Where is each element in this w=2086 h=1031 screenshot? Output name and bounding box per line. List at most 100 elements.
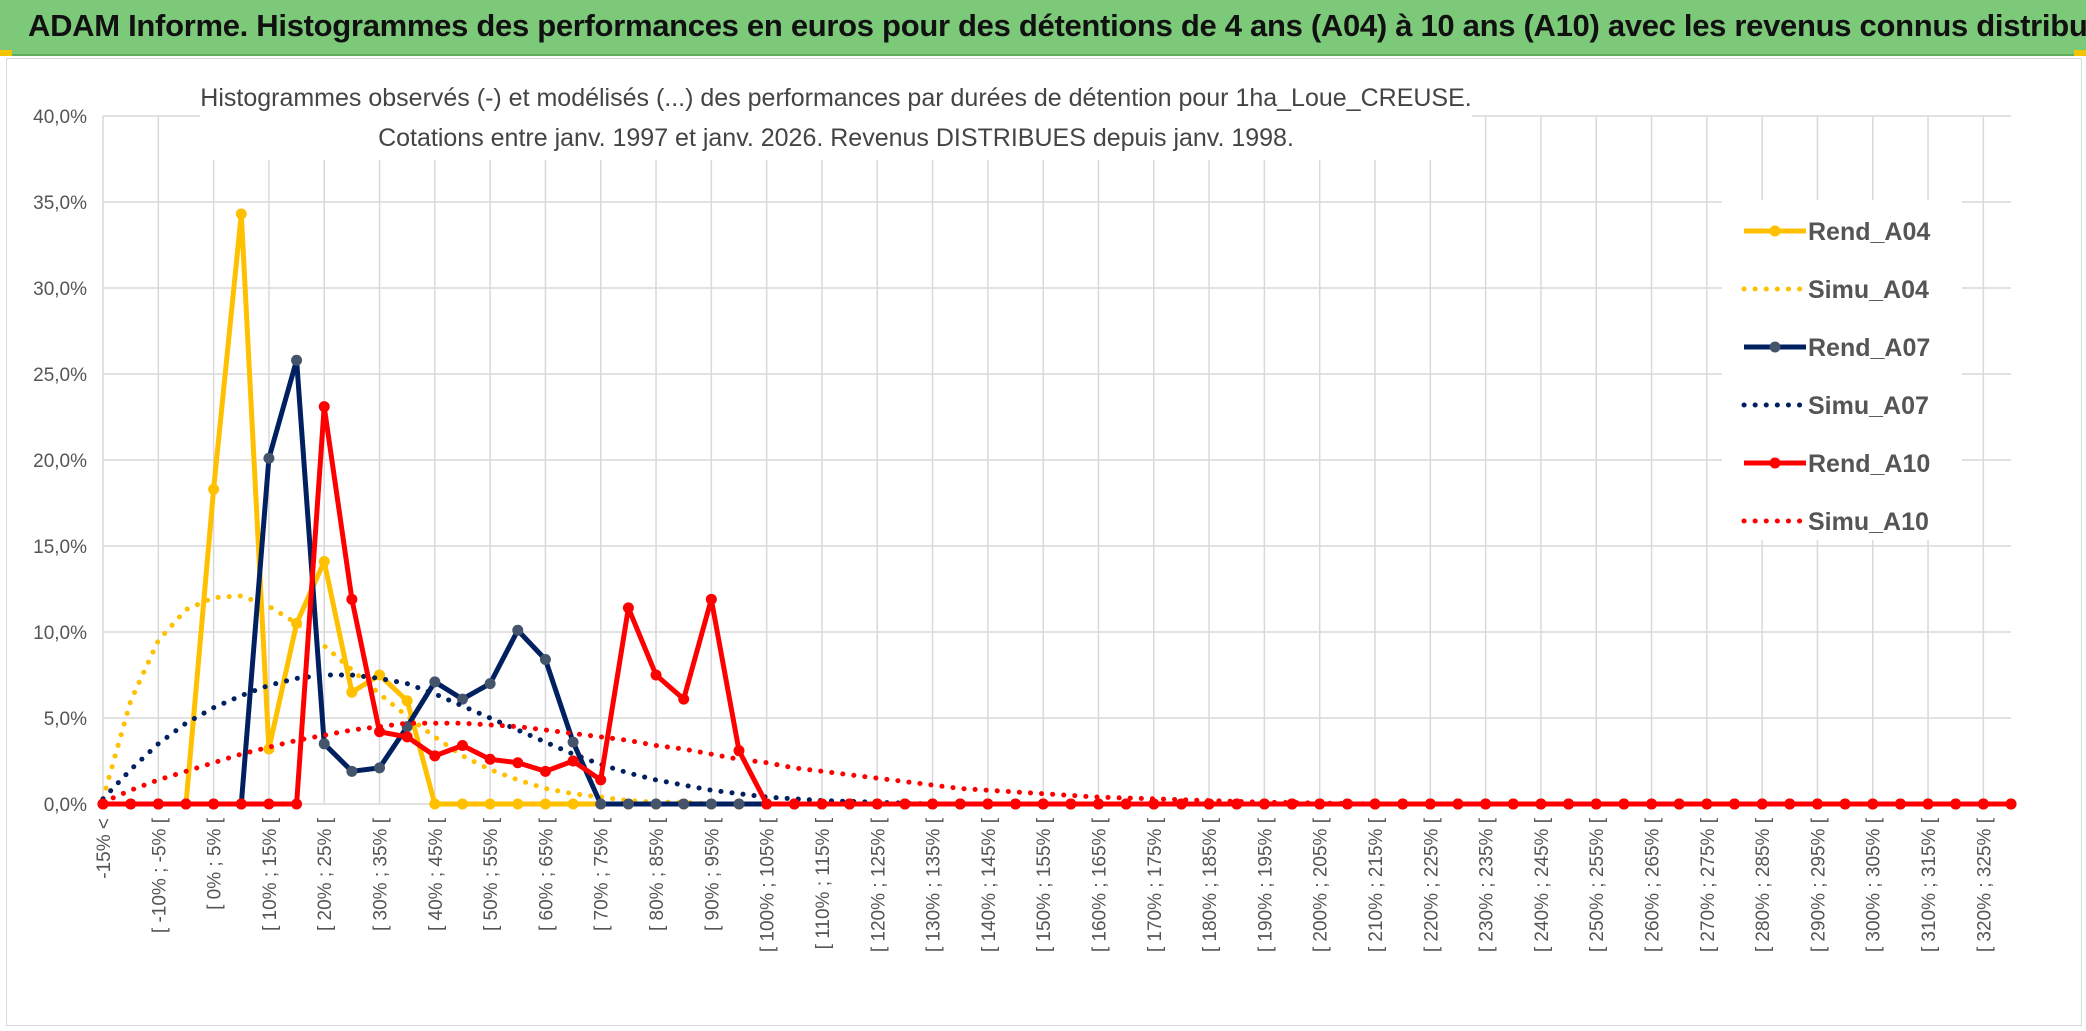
x-tick-label: [ 0% ; 5% [: [205, 817, 226, 910]
x-tick-label: [ 20% ; 25% [: [315, 817, 336, 931]
point-rend-a04: [512, 798, 524, 810]
series-layer: [97, 208, 2017, 810]
legend-marker-rend-a04: [1769, 225, 1781, 237]
point-rend-a10: [844, 798, 856, 810]
x-tick-label: [ 230% ; 235% [: [1477, 817, 1498, 952]
point-rend-a10: [1728, 798, 1740, 810]
point-rend-a07: [512, 624, 524, 636]
point-rend-a07: [484, 678, 496, 690]
legend-marker-rend-a10: [1769, 457, 1781, 469]
x-tick-label: [ 140% ; 145% [: [979, 817, 1000, 952]
point-rend-a10: [1065, 798, 1077, 810]
point-rend-a10: [125, 798, 137, 810]
y-tick-label: 30,0%: [33, 279, 87, 300]
point-rend-a10: [374, 726, 386, 738]
x-tick-label: [ 320% ; 325% [: [1974, 817, 1995, 952]
x-tick-label: [ 310% ; 315% [: [1919, 817, 1940, 952]
x-tick-label: [ 300% ; 305% [: [1864, 817, 1885, 952]
x-tick-label: [ 190% ; 195% [: [1255, 817, 1276, 952]
point-rend-a10: [318, 401, 330, 413]
x-tick-label: [ 80% ; 85% [: [647, 817, 668, 931]
point-rend-a04: [401, 695, 413, 707]
x-axis-ticks: -15% < [ -10% ; -5% [[ 0% ; 5% [[ 10% ; 1…: [94, 817, 1995, 952]
point-rend-a10: [622, 602, 634, 614]
point-rend-a07: [346, 765, 358, 777]
x-tick-label: [ 30% ; 35% [: [371, 817, 392, 931]
point-rend-a10: [429, 750, 441, 762]
y-tick-label: 0,0%: [44, 795, 87, 816]
x-tick-label: -15% <: [94, 818, 115, 879]
point-rend-a07: [429, 676, 441, 688]
point-rend-a04: [484, 798, 496, 810]
chart-subtitle: Cotations entre janv. 1997 et janv. 2026…: [378, 124, 1294, 152]
x-tick-label: [ 10% ; 15% [: [260, 817, 281, 931]
point-rend-a10: [567, 755, 579, 767]
corner-accent-left: [0, 50, 12, 56]
x-tick-label: [ 290% ; 295% [: [1808, 817, 1829, 952]
point-rend-a10: [263, 798, 275, 810]
point-rend-a04: [346, 686, 358, 698]
x-tick-label: [ 100% ; 105% [: [758, 817, 779, 952]
x-tick-label: [ 160% ; 165% [: [1089, 817, 1110, 952]
point-rend-a10: [678, 693, 690, 705]
x-tick-label: [ 280% ; 285% [: [1753, 817, 1774, 952]
x-tick-label: [ 270% ; 275% [: [1698, 817, 1719, 952]
x-tick-label: [ 90% ; 95% [: [702, 817, 723, 931]
point-rend-a10: [1452, 798, 1464, 810]
point-rend-a04: [318, 555, 330, 567]
point-rend-a10: [484, 753, 496, 765]
chart-frame: [6, 58, 2082, 1026]
x-tick-label: [ 50% ; 55% [: [481, 817, 502, 931]
point-rend-a07: [374, 762, 386, 774]
point-rend-a10: [1092, 798, 1104, 810]
legend: Rend_A04 Simu_A04 Rend_A07 Simu_A07 Rend_A10…: [1722, 200, 1962, 540]
x-tick-label: [ 60% ; 65% [: [536, 817, 557, 931]
legend-label-rend-a10: Rend_A10: [1808, 450, 1930, 478]
point-rend-a10: [788, 798, 800, 810]
x-tick-label: [ 120% ; 125% [: [868, 817, 889, 952]
point-rend-a10: [899, 798, 911, 810]
x-tick-label: [ 40% ; 45% [: [426, 817, 447, 931]
point-rend-a10: [1037, 798, 1049, 810]
point-rend-a10: [291, 798, 303, 810]
x-tick-label: [ 110% ; 115% [: [813, 817, 834, 949]
point-rend-a10: [346, 593, 358, 605]
title-background: [200, 80, 1472, 160]
series-simu-a04-line: [100, 593, 2014, 807]
y-tick-label: 35,0%: [33, 193, 87, 214]
point-rend-a10: [1563, 798, 1575, 810]
point-rend-a10: [1950, 798, 1962, 810]
point-rend-a04: [539, 798, 551, 810]
point-rend-a10: [1148, 798, 1160, 810]
point-rend-a07: [678, 798, 690, 810]
point-rend-a10: [2005, 798, 2017, 810]
point-rend-a07: [650, 798, 662, 810]
point-rend-a10: [180, 798, 192, 810]
series-rend-a10-line: [103, 404, 2011, 807]
point-rend-a10: [512, 757, 524, 769]
point-rend-a10: [1894, 798, 1906, 810]
point-rend-a04: [208, 483, 220, 495]
point-rend-a10: [871, 798, 883, 810]
point-rend-a04: [567, 798, 579, 810]
legend-label-simu-a07: Simu_A07: [1808, 392, 1929, 420]
point-rend-a07: [733, 798, 745, 810]
point-rend-a10: [1010, 798, 1022, 810]
banner-title: ADAM Informe. Histogrammes des performan…: [28, 8, 2086, 43]
point-rend-a07: [595, 798, 607, 810]
point-rend-a10: [1784, 798, 1796, 810]
point-rend-a10: [401, 731, 413, 743]
grid-lines: [102, 115, 2011, 805]
y-tick-label: 20,0%: [33, 451, 87, 472]
point-rend-a07: [318, 738, 330, 750]
y-tick-label: 10,0%: [33, 623, 87, 644]
legend-background: [1722, 200, 1962, 540]
x-tick-label: [ 130% ; 135% [: [924, 817, 945, 952]
point-rend-a10: [595, 774, 607, 786]
point-rend-a10: [208, 798, 220, 810]
y-tick-label: 5,0%: [44, 709, 87, 730]
point-rend-a10: [456, 740, 468, 752]
legend-label-rend-a04: Rend_A04: [1808, 218, 1930, 246]
x-tick-label: [ 150% ; 155% [: [1034, 817, 1055, 952]
